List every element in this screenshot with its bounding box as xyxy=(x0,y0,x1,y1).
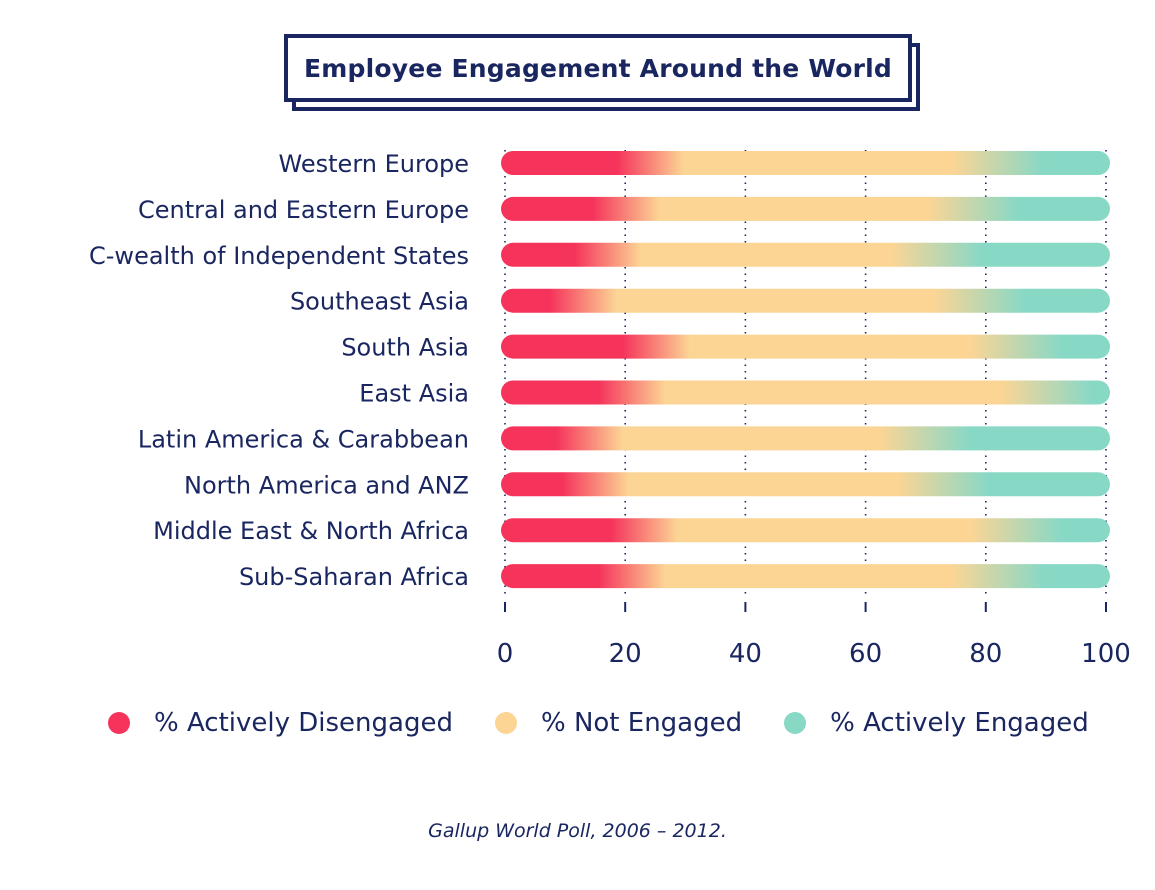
segment-engaged xyxy=(962,243,1106,267)
legend-dot-not-engaged xyxy=(494,712,517,734)
stacked-bar xyxy=(501,334,1110,359)
segment-not-engaged xyxy=(565,426,950,450)
category-label: Middle East & North Africa xyxy=(153,517,469,545)
segment-disengaged xyxy=(505,381,607,405)
segment-disengaged xyxy=(505,472,571,496)
chart-title-box: Employee Engagement Around the World xyxy=(284,34,920,111)
segment-disengaged xyxy=(505,564,607,588)
stacked-bar xyxy=(501,288,1110,313)
stacked-bar xyxy=(501,518,1110,543)
stacked-bar xyxy=(501,564,1110,589)
legend-label: % Not Engaged xyxy=(540,708,743,738)
category-label: East Asia xyxy=(359,380,469,408)
segment-engaged xyxy=(968,472,1106,496)
bar-row xyxy=(501,518,1110,543)
segment-engaged xyxy=(1070,381,1106,405)
stacked-bar xyxy=(501,151,1110,175)
bar-row xyxy=(501,196,1110,221)
legend-dot-disengaged xyxy=(108,712,130,734)
segment-not-engaged xyxy=(571,472,968,496)
category-label: Sub-Saharan Africa xyxy=(239,563,469,591)
stacked-bar xyxy=(501,196,1110,221)
title-box: Employee Engagement Around the World xyxy=(284,34,912,102)
segment-engaged xyxy=(998,197,1106,221)
stacked-bar xyxy=(501,242,1110,267)
segment-not-engaged xyxy=(607,564,1022,588)
stacked-bar xyxy=(501,380,1110,405)
chart-title: Employee Engagement Around the World xyxy=(304,53,892,83)
segment-disengaged xyxy=(505,151,625,175)
bar-row xyxy=(501,380,1110,405)
bar-chart: 0 20 40 60 80 100 Western Europe Central and Ea… xyxy=(89,150,1131,669)
segment-engaged xyxy=(1040,518,1106,542)
segment-not-engaged xyxy=(631,335,1040,359)
x-tick-label: 20 xyxy=(609,639,642,669)
legend-item-engaged: % Actively Engaged xyxy=(784,708,1089,738)
segment-not-engaged xyxy=(583,243,962,267)
segment-engaged xyxy=(1040,335,1106,359)
category-label: Western Europe xyxy=(279,150,469,178)
segment-engaged xyxy=(1004,289,1106,313)
legend-item-not-engaged: % Not Engaged xyxy=(494,708,743,738)
x-tick-label: 0 xyxy=(497,639,514,669)
segment-disengaged xyxy=(505,335,631,359)
segment-disengaged xyxy=(505,197,601,221)
bar-row xyxy=(501,288,1110,313)
segment-engaged xyxy=(1022,151,1106,175)
segment-disengaged xyxy=(505,518,619,542)
stacked-bar xyxy=(501,472,1110,497)
x-tick-label: 100 xyxy=(1081,639,1131,669)
segment-disengaged xyxy=(505,289,559,313)
category-label: Latin America & Carabbean xyxy=(138,425,469,453)
bar-row xyxy=(501,472,1110,497)
bar-row xyxy=(501,242,1110,267)
legend: % Actively Disengaged % Not Engaged % Ac… xyxy=(108,708,1131,738)
segment-not-engaged xyxy=(619,518,1040,542)
category-label: Central and Eastern Europe xyxy=(138,196,469,224)
x-tick-label: 40 xyxy=(729,639,762,669)
bar-row xyxy=(501,426,1110,451)
legend-label: % Actively Engaged xyxy=(830,708,1089,738)
category-label: North America and ANZ xyxy=(184,471,469,499)
segment-disengaged xyxy=(505,243,583,267)
segment-not-engaged xyxy=(559,289,1004,313)
x-tick-label: 80 xyxy=(969,639,1002,669)
category-label: South Asia xyxy=(341,334,469,362)
segment-engaged xyxy=(1022,564,1106,588)
bar-row xyxy=(501,564,1110,589)
segment-disengaged xyxy=(505,426,565,450)
segment-not-engaged xyxy=(607,381,1070,405)
category-label: Southeast Asia xyxy=(290,288,469,316)
category-label: C-wealth of Independent States xyxy=(89,242,469,270)
source-note: Gallup World Poll, 2006 – 2012. xyxy=(428,820,727,842)
legend-item-disengaged: % Actively Disengaged xyxy=(108,708,453,738)
bar-row xyxy=(501,151,1110,175)
stacked-bar xyxy=(501,426,1110,451)
bar-row xyxy=(501,334,1110,359)
segment-engaged xyxy=(950,426,1106,450)
segment-not-engaged xyxy=(601,197,998,221)
legend-dot-engaged xyxy=(784,712,807,734)
x-tick-label: 60 xyxy=(849,639,882,669)
legend-label: % Actively Disengaged xyxy=(154,708,453,738)
segment-not-engaged xyxy=(625,151,1022,175)
